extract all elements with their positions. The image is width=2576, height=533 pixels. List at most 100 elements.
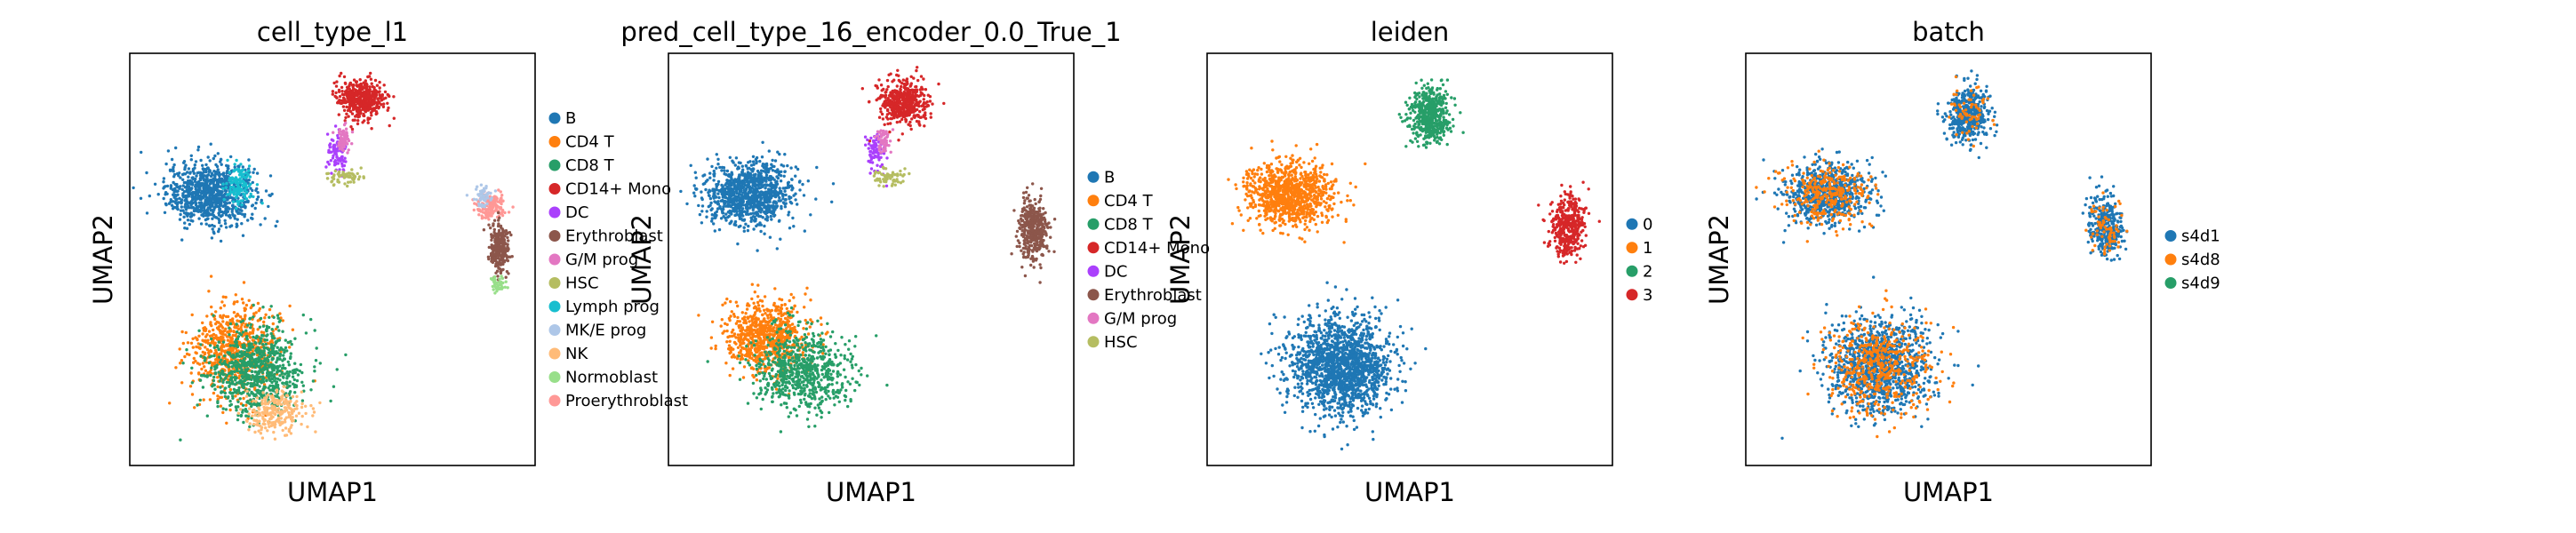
data-point [734,156,739,160]
data-point [348,180,353,184]
data-point [314,430,317,434]
data-point [329,159,332,163]
data-point [243,212,247,217]
data-point [300,370,304,375]
data-point [284,380,289,384]
data-point [759,229,763,234]
data-point [340,164,344,168]
data-point [188,171,192,175]
data-point [223,394,227,399]
data-point [769,214,772,219]
data-point [356,178,361,181]
legend-label: CD4 T [565,133,615,152]
data-point [247,412,251,416]
data-point [205,213,209,218]
data-point [202,398,205,402]
data-point [195,204,199,209]
data-point [796,167,800,171]
data-point [193,179,197,183]
data-point [372,98,376,101]
data-point [794,165,797,169]
data-point [730,172,734,176]
data-point [260,354,264,357]
data-point [274,224,277,228]
data-point [742,229,746,233]
data-point [183,165,187,170]
data-point [492,275,496,279]
data-point [746,171,750,174]
data-point [356,122,360,126]
data-point [261,415,265,418]
data-point [492,224,495,227]
data-point [273,337,276,340]
data-point [249,322,253,327]
data-point [346,99,349,104]
data-point [247,348,251,352]
data-point [242,362,245,366]
data-point [250,390,253,394]
data-point [221,173,226,177]
data-point [493,203,497,206]
data-point [242,420,245,425]
data-point [263,386,268,389]
data-point [274,377,277,380]
data-point [285,349,289,353]
data-point [493,249,497,252]
data-point [276,316,280,320]
data-point [228,344,233,347]
data-point [255,389,259,393]
data-point [197,217,201,220]
data-point [281,319,284,322]
data-point [229,402,233,407]
data-point [351,87,356,91]
data-point [759,169,764,172]
data-point [766,204,771,208]
data-point [751,215,756,219]
data-point [238,366,243,370]
cluster-cd14-mono [331,71,396,131]
data-point [362,114,365,117]
data-point [221,407,225,410]
data-point [239,350,244,354]
data-point [252,422,256,426]
data-point [289,432,293,435]
data-point [773,208,777,211]
data-point [272,407,276,411]
data-point [392,95,396,99]
data-point [139,196,143,200]
data-point [496,249,500,252]
data-point [352,96,356,99]
data-point [271,399,275,402]
data-point [265,324,268,328]
data-point [228,387,233,392]
data-point [754,195,757,199]
data-point [205,177,209,180]
data-point [726,211,731,214]
legend-item: B [548,109,576,128]
data-point [300,380,304,384]
data-point [752,205,756,209]
data-point [200,205,204,209]
data-point [182,160,187,163]
data-point [332,177,336,181]
cluster-normoblast [489,274,509,295]
data-point [759,196,764,201]
data-point [228,318,232,322]
data-point [283,418,287,422]
data-point [332,173,336,177]
data-point [252,167,256,171]
data-point [222,211,226,215]
data-point [500,213,505,218]
data-point [342,108,347,113]
data-point [705,215,708,219]
data-point [165,184,170,188]
data-point [232,311,236,314]
data-point [203,365,206,369]
data-point [216,376,220,379]
data-point [831,182,836,186]
data-point [725,169,730,173]
data-point [748,203,752,206]
data-point [761,164,764,168]
data-point [334,91,338,95]
data-point [275,350,278,354]
